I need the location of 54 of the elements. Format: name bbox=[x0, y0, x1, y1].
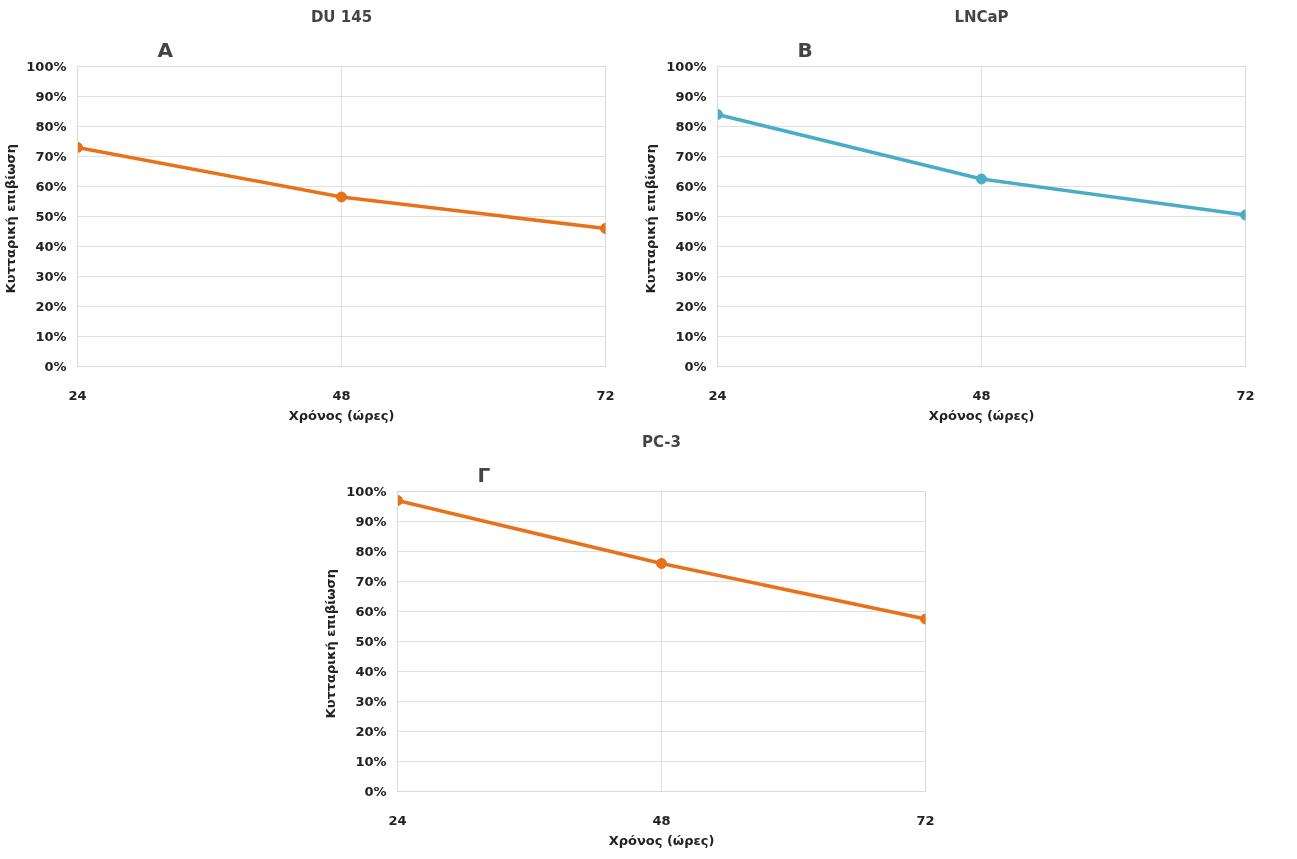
y-tick-label: 0% bbox=[364, 784, 387, 799]
x-tick-label: 48 bbox=[332, 387, 351, 403]
y-tick-label: 30% bbox=[355, 694, 387, 709]
chart-title: PC-3 bbox=[642, 432, 682, 451]
chart-title: LNCaP bbox=[954, 7, 1009, 26]
y-tick-label: 60% bbox=[35, 179, 67, 194]
y-tick-label: 20% bbox=[355, 724, 387, 739]
x-tick-label: 48 bbox=[972, 387, 991, 403]
y-tick-label: 30% bbox=[675, 269, 707, 284]
y-tick-label: 20% bbox=[675, 299, 707, 314]
y-tick-label: 40% bbox=[675, 239, 707, 254]
y-axis-title: Κυτταρική επιβίωση bbox=[323, 569, 339, 719]
x-tick-label: 72 bbox=[596, 387, 615, 403]
y-tick-label: 0% bbox=[44, 359, 67, 374]
y-tick-label: 90% bbox=[35, 89, 67, 104]
y-tick-label: 20% bbox=[35, 299, 67, 314]
x-axis-title: Χρόνος (ώρες) bbox=[608, 832, 715, 848]
y-tick-label: 10% bbox=[35, 329, 67, 344]
y-tick-label: 10% bbox=[355, 754, 387, 769]
y-tick-label: 80% bbox=[35, 119, 67, 134]
y-axis-title: Κυτταρική επιβίωση bbox=[3, 144, 19, 294]
y-tick-label: 80% bbox=[355, 544, 387, 559]
y-tick-label: 40% bbox=[35, 239, 67, 254]
text: B bbox=[797, 37, 813, 62]
y-tick-label: 100% bbox=[346, 484, 387, 499]
y-tick-label: 100% bbox=[26, 59, 67, 74]
y-tick-label: 10% bbox=[675, 329, 707, 344]
x-axis-title: Χρόνος (ώρες) bbox=[288, 407, 395, 423]
y-tick-label: 90% bbox=[675, 89, 707, 104]
x-axis-title: Χρόνος (ώρες) bbox=[928, 407, 1035, 423]
y-tick-label: 50% bbox=[355, 634, 387, 649]
y-tick-label: 0% bbox=[684, 359, 707, 374]
x-tick-label: 48 bbox=[652, 812, 671, 828]
y-tick-label: 90% bbox=[355, 514, 387, 529]
y-tick-label: 40% bbox=[355, 664, 387, 679]
y-tick-label: 80% bbox=[675, 119, 707, 134]
y-tick-label: 30% bbox=[35, 269, 67, 284]
x-tick-label: 72 bbox=[1236, 387, 1255, 403]
text: A bbox=[157, 37, 174, 62]
y-tick-label: 60% bbox=[675, 179, 707, 194]
x-tick-label: 72 bbox=[916, 812, 935, 828]
x-tick-label: 24 bbox=[388, 812, 407, 828]
y-tick-label: 50% bbox=[35, 209, 67, 224]
y-axis-title: Κυτταρική επιβίωση bbox=[643, 144, 659, 294]
chart-title: DU 145 bbox=[310, 7, 373, 26]
y-tick-label: 60% bbox=[355, 604, 387, 619]
y-tick-label: 70% bbox=[35, 149, 67, 164]
x-tick-label: 24 bbox=[68, 387, 87, 403]
y-tick-label: 100% bbox=[666, 59, 707, 74]
text: Γ bbox=[477, 462, 491, 487]
y-tick-label: 50% bbox=[675, 209, 707, 224]
x-tick-label: 24 bbox=[708, 387, 727, 403]
y-tick-label: 70% bbox=[675, 149, 707, 164]
y-tick-label: 70% bbox=[355, 574, 387, 589]
